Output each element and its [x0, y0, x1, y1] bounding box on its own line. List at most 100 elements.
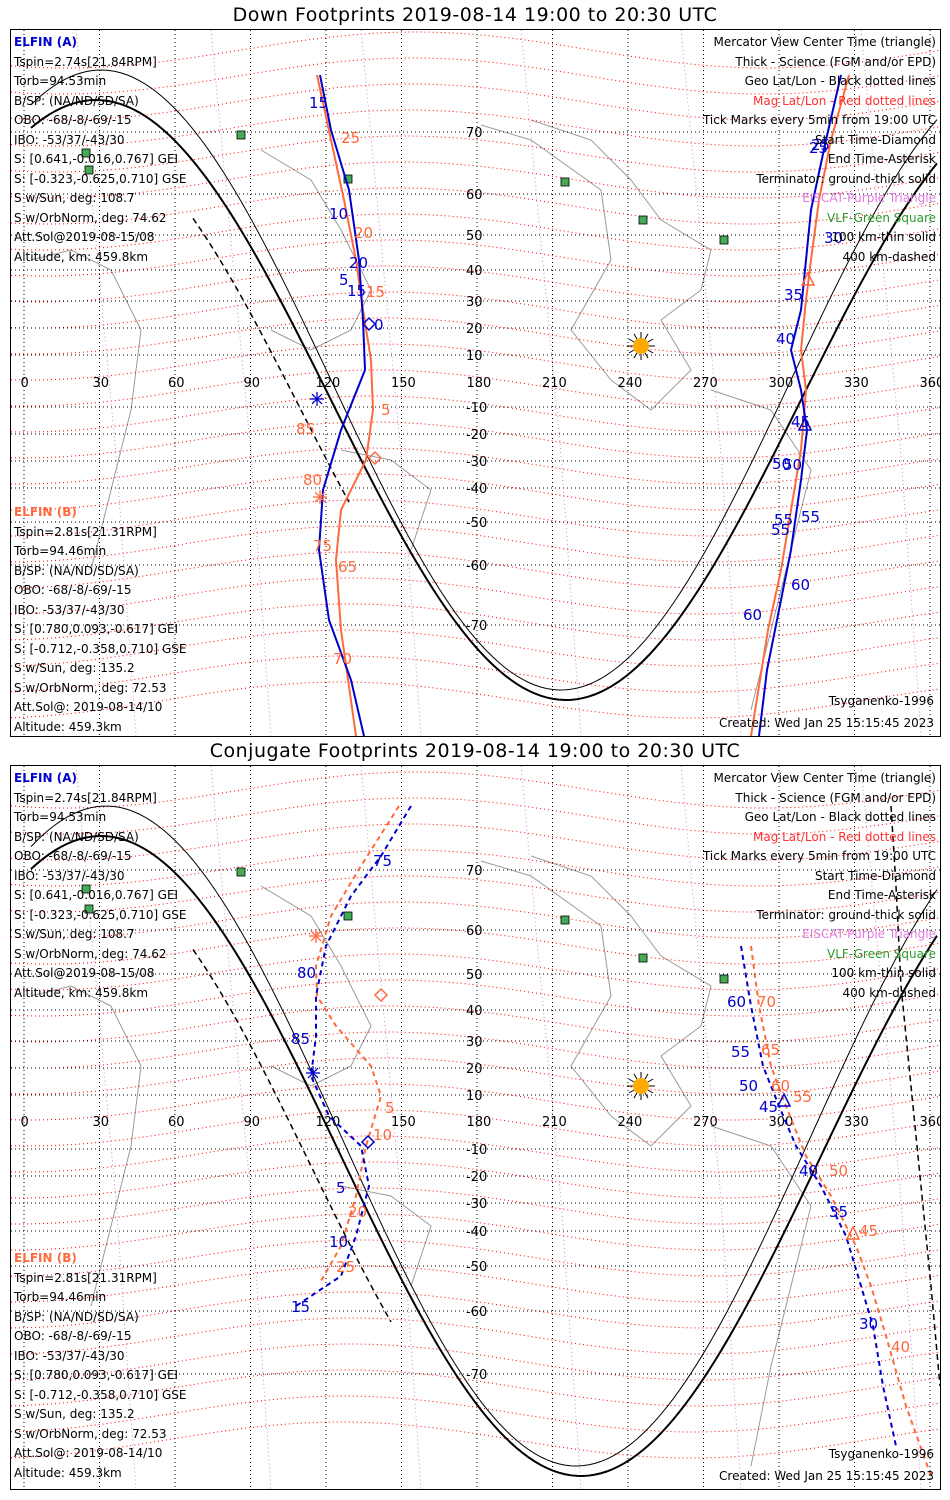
- sun-ray: [628, 1078, 635, 1083]
- elfin-a-ibo-conj: IBO: -53/37/-43/30: [14, 868, 125, 883]
- legend-geo-grid: Geo Lat/Lon - Black dotted lines: [744, 74, 936, 88]
- start-diamond-icon: [373, 987, 389, 1003]
- lon-tick-label: 240: [618, 1115, 643, 1130]
- elfin-a-s-gei-conj: S: [0.641,-0.016,0.767] GEI: [14, 888, 179, 902]
- elfin-a-tick-label: 45: [791, 413, 810, 431]
- map-canvas-down[interactable]: 0306090120150180210240270300330360706050…: [11, 30, 940, 736]
- center-time-triangle-icon: [776, 1092, 792, 1107]
- mag-meridian-line: [75, 766, 137, 1489]
- sun-ray: [644, 352, 649, 359]
- elfin-b-obo: OBO: -68/-8/-69/-15: [14, 583, 132, 597]
- lat-tick-label: 40: [466, 1004, 483, 1019]
- terminator-400km-line: [192, 949, 392, 1323]
- sun-icon: [633, 1078, 649, 1094]
- elfin-a-tick-label: 10: [329, 1233, 348, 1251]
- elfin-b-track: [750, 945, 932, 1477]
- lon-tick-label: 180: [467, 1115, 492, 1130]
- legend-terminator-conj: Terminator: ground-thick solid: [756, 907, 936, 922]
- elfin-a-tick-label: 0: [374, 316, 384, 334]
- elfin-b-s-orb: S w/OrbNorm, deg: 72.53: [14, 680, 167, 695]
- elfin-b-tick-label: 70: [333, 650, 352, 668]
- map-legend: Mercator View Center Time (triangle) Thi…: [703, 33, 936, 267]
- lon-tick-label: 150: [391, 1115, 416, 1130]
- elfin-b-track: [314, 805, 400, 1282]
- elfin-a-track: [758, 74, 842, 736]
- elfin-b-tick-label: 50: [829, 1162, 848, 1180]
- sun-ray: [644, 333, 649, 340]
- elfin-a-tick-label: 35: [784, 286, 803, 304]
- map-panel-conjugate[interactable]: 0 30 60 90 120 150 180 210 240 270 300 330 360 70 60 50…: [10, 765, 941, 1490]
- vlf-square-icon: [84, 165, 94, 175]
- elfin-b-s-sun: S w/Sun, deg: 135.2: [14, 661, 135, 675]
- elfin-a-info: ELFIN (A) Tspin=2.74s[21.84RPM] Torb=94.…: [14, 33, 187, 267]
- elfin-a-tick-label: 30: [824, 229, 843, 247]
- lat-tick-label: -30: [466, 455, 487, 470]
- map-panel-down[interactable]: 0306090120150180210240270300330360706050…: [10, 29, 941, 737]
- elfin-b-tspin-conj: Tspin=2.81s[21.31RPM]: [14, 1270, 157, 1285]
- elfin-b-tick-label: 40: [891, 1338, 910, 1356]
- sun-ray: [628, 349, 635, 354]
- vlf-square-icon: [343, 174, 353, 184]
- vlf-square-icon: [638, 953, 648, 963]
- lat-tick-label: -10: [466, 1143, 487, 1158]
- lat-tick-label: -20: [466, 428, 487, 443]
- elfin-a-ibo: IBO: -53/37/-43/30: [14, 132, 125, 147]
- vlf-square-icon: [236, 867, 246, 877]
- elfin-b-s-gei: S: [0.780,0.093,-0.617] GEI: [14, 622, 179, 636]
- legend-eiscat-conj: EISCAT-Purple Triangle: [802, 927, 936, 941]
- map-canvas-conjugate[interactable]: 0 30 60 90 120 150 180 210 240 270 300 330 360 70 60 50…: [11, 766, 940, 1489]
- vlf-square-icon: [638, 215, 648, 225]
- elfin-a-info-conj: ELFIN (A) Tspin=2.74s[21.84RPM] Torb=94.…: [14, 769, 187, 1003]
- elfin-b-tspin: Tspin=2.81s[21.31RPM]: [14, 524, 157, 539]
- lat-tick-label: 50: [466, 968, 483, 983]
- elfin-a-track: [317, 74, 367, 736]
- elfin-b-bsp: B/SP: (NA/ND/SD/SA): [14, 563, 139, 578]
- elfin-a-tick-label: 15: [291, 1298, 310, 1316]
- elfin-a-tick-label: 75: [373, 852, 392, 870]
- elfin-a-s-sun: S w/Sun, deg: 108.7: [14, 191, 135, 205]
- vlf-square-icon: [81, 148, 91, 158]
- elfin-b-tick-label: 25: [341, 129, 360, 147]
- elfin-a-alt-conj: Altitude, km: 459.8km: [14, 985, 149, 1000]
- lat-tick-label: -60: [466, 559, 487, 574]
- start-diamond-icon: [361, 316, 377, 332]
- elfin-a-tick-label: 55: [774, 511, 793, 529]
- end-asterisk-icon: [314, 491, 326, 503]
- legend-geo-grid-conj: Geo Lat/Lon - Black dotted lines: [744, 810, 936, 824]
- lon-tick-label: 0: [21, 376, 29, 391]
- start-diamond-icon: [367, 450, 383, 466]
- elfin-b-tick-label: 80: [303, 471, 322, 489]
- lat-tick-label: -30: [466, 1197, 487, 1212]
- lat-tick-label: 70: [466, 126, 483, 141]
- coastline-path: [30, 985, 142, 1307]
- elfin-b-alt: Altitude: 459.3km: [14, 719, 122, 734]
- lat-tick-label: 10: [466, 349, 483, 364]
- elfin-a-s-sun-conj: S w/Sun, deg: 108.7: [14, 927, 135, 941]
- lat-tick-label: -70: [466, 1368, 487, 1383]
- lon-tick-label: 90: [244, 1115, 261, 1130]
- elfin-b-ibo: IBO: -53/37/-43/30: [14, 602, 125, 617]
- coastline-path: [480, 855, 712, 1147]
- lat-tick-label: -40: [466, 1225, 487, 1240]
- elfin-b-track: [316, 74, 375, 736]
- coastline-path: [480, 119, 712, 411]
- elfin-b-tick-label: 45: [859, 1222, 878, 1240]
- elfin-b-bsp-conj: B/SP: (NA/ND/SD/SA): [14, 1309, 139, 1324]
- center-time-triangle-icon: [800, 271, 816, 286]
- elfin-a-tick-label: 25: [809, 139, 828, 157]
- created-label: Created: Wed Jan 25 15:15:45 2023: [719, 716, 934, 730]
- lat-tick-label: 50: [466, 229, 483, 244]
- elfin-b-track: [750, 74, 850, 736]
- lon-tick-label: 90: [244, 376, 261, 391]
- vlf-square-icon: [719, 974, 729, 984]
- lon-tick-label: 120: [316, 1115, 341, 1130]
- elfin-a-tspin-conj: Tspin=2.74s[21.84RPM]: [14, 790, 157, 805]
- elfin-a-tick-label: 45: [759, 1098, 778, 1116]
- elfin-b-s-gse-conj: S: [-0.712,-0.358,0.710] GSE: [14, 1387, 187, 1402]
- lon-tick-label: 300: [769, 1115, 794, 1130]
- legend-science: Thick - Science (FGM and/or EPD): [735, 54, 936, 69]
- lon-tick-label: 60: [168, 376, 185, 391]
- lon-tick-label: 240: [618, 376, 643, 391]
- legend-start-conj: Start Time-Diamond: [814, 868, 936, 883]
- elfin-a-name: ELFIN (A): [14, 35, 77, 49]
